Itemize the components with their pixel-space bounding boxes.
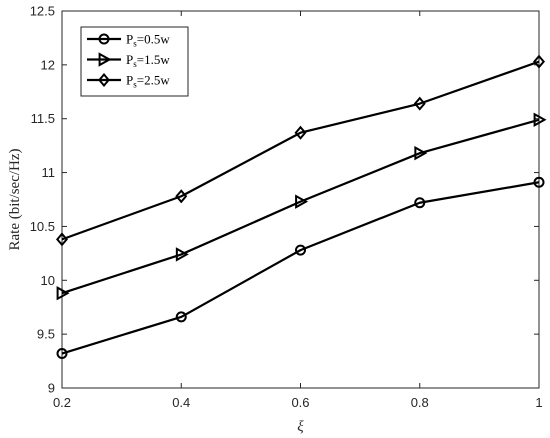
y-tick-label: 10.5 xyxy=(30,219,55,234)
data-point xyxy=(533,176,545,188)
data-point xyxy=(175,189,188,204)
legend-entry: Ps=1.5w xyxy=(87,52,170,69)
data-point xyxy=(413,96,426,111)
legend-label-sub: s xyxy=(133,59,137,69)
x-tick-label: 0.4 xyxy=(172,395,190,410)
data-point xyxy=(56,348,68,360)
data-point xyxy=(295,244,306,256)
data-point xyxy=(56,286,70,301)
legend-marker xyxy=(98,52,112,67)
series-layer xyxy=(56,54,547,360)
y-tick-label: 12.5 xyxy=(30,4,55,19)
x-tick-label: 0.8 xyxy=(411,395,429,410)
data-point xyxy=(533,54,545,69)
series-line xyxy=(61,181,540,355)
series-3 xyxy=(56,54,545,247)
x-tick-label: 0.2 xyxy=(53,395,71,410)
y-tick-label: 11 xyxy=(42,165,56,180)
series-1 xyxy=(56,176,545,360)
legend-entry: Ps=0.5w xyxy=(87,32,170,49)
y-tick-label: 12 xyxy=(41,57,55,72)
legend-label-main: P xyxy=(126,73,133,88)
data-point xyxy=(533,112,547,127)
legend-label-rest: =0.5w xyxy=(137,32,171,47)
legend-label-sub: s xyxy=(133,80,137,90)
legend-label-main: P xyxy=(126,32,133,47)
x-tick-label: 0.6 xyxy=(291,395,309,410)
legend-label: Ps=2.5w xyxy=(126,73,170,90)
data-point xyxy=(56,232,68,247)
legend-label-rest: =1.5w xyxy=(137,52,171,67)
data-point xyxy=(414,197,426,209)
data-point xyxy=(175,311,187,323)
legend-label-main: P xyxy=(126,52,133,67)
series-2 xyxy=(56,112,547,301)
series-line xyxy=(61,60,540,241)
x-tick-label: 1 xyxy=(535,395,542,410)
axis-ticks: 0.2 0.4 0.6 0.8 1 9 9.5 10 10.5 11 11.5 12 12.5 xyxy=(30,4,543,411)
data-point xyxy=(414,145,428,161)
y-tick-label: 9.5 xyxy=(37,327,55,342)
y-axis-label: Rate (bit/sec/Hz) xyxy=(7,148,23,250)
legend-label: Ps=0.5w xyxy=(126,32,170,49)
series-line xyxy=(61,118,540,295)
legend-entry: Ps=2.5w xyxy=(87,73,170,90)
data-point xyxy=(175,247,189,262)
x-axis-label: ξ xyxy=(297,419,304,435)
legend-marker xyxy=(98,33,110,45)
data-point xyxy=(294,125,307,140)
legend-label: Ps=1.5w xyxy=(126,52,170,69)
legend-label-rest: =2.5w xyxy=(137,73,171,88)
data-point xyxy=(295,194,309,209)
legend-label-sub: s xyxy=(133,39,137,49)
legend-marker xyxy=(98,72,110,88)
y-tick-label: 11.5 xyxy=(31,111,55,126)
y-tick-label: 9 xyxy=(48,381,55,396)
y-tick-label: 10 xyxy=(41,273,55,288)
